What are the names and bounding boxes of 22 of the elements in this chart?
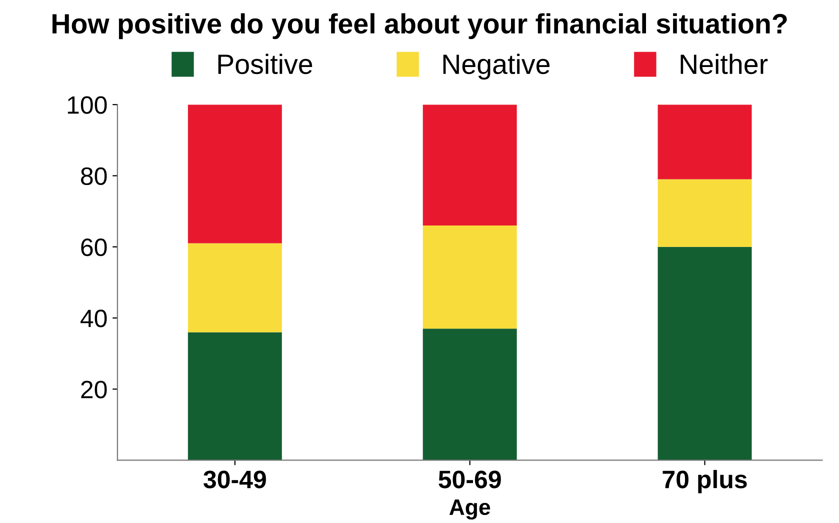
- bar: [658, 179, 752, 247]
- bar: [422, 328, 517, 460]
- y-tick-label: 100: [68, 96, 107, 114]
- bar: [188, 332, 282, 460]
- x-tick-label: 30-49: [204, 470, 266, 488]
- legend-label: Positive: [218, 54, 312, 74]
- x-axis-title: Age: [449, 500, 490, 520]
- legend-label: Negative: [443, 54, 550, 80]
- chart-title: How positive do you feel about your financial situation?: [52, 13, 787, 40]
- bar: [658, 246, 752, 460]
- x-tick-label: 70 plus: [662, 470, 747, 494]
- y-tick-label: 20: [81, 380, 107, 398]
- y-tick-label: 60: [81, 238, 107, 256]
- bar: [422, 104, 517, 226]
- bar: [422, 226, 517, 329]
- legend-label: Neither: [680, 54, 768, 74]
- y-tick-label: 40: [80, 310, 107, 328]
- x-tick-label: 50-69: [438, 470, 501, 488]
- bar: [188, 104, 282, 244]
- bar: [658, 104, 752, 180]
- y-tick-label: 80: [81, 167, 107, 186]
- bar: [188, 243, 282, 332]
